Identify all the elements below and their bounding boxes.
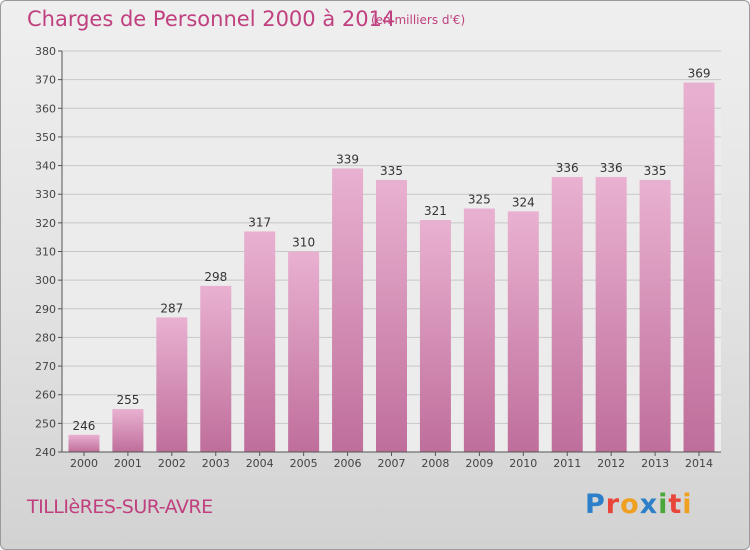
- x-tick-label: 2011: [553, 457, 581, 470]
- y-tick-label: 250: [35, 417, 56, 430]
- x-tick-label: 2008: [421, 457, 449, 470]
- y-tick-label: 290: [35, 303, 56, 316]
- x-tick-label: 2014: [685, 457, 713, 470]
- bar: [244, 231, 276, 452]
- y-tick-label: 310: [35, 246, 56, 259]
- bar-value-label: 310: [292, 236, 315, 250]
- y-tick-label: 300: [35, 274, 56, 287]
- bar-value-label: 287: [160, 301, 183, 315]
- x-tick-label: 2009: [465, 457, 493, 470]
- y-tick-label: 380: [35, 45, 56, 58]
- x-tick-label: 2013: [641, 457, 669, 470]
- bar: [639, 179, 671, 452]
- x-tick-label: 2010: [509, 457, 537, 470]
- x-tick-label: 2005: [290, 457, 318, 470]
- bar: [419, 219, 451, 452]
- bar-value-label: 336: [600, 161, 623, 175]
- x-tick-label: 2006: [334, 457, 362, 470]
- y-tick-label: 340: [35, 160, 56, 173]
- x-tick-label: 2000: [70, 457, 98, 470]
- bar-value-label: 369: [688, 67, 711, 81]
- logo-letter: t: [668, 489, 683, 520]
- y-tick-label: 240: [35, 446, 56, 459]
- x-tick-label: 2003: [202, 457, 230, 470]
- bar-value-label: 246: [73, 419, 96, 433]
- bar-value-label: 339: [336, 152, 359, 166]
- bar-value-label: 335: [644, 164, 667, 178]
- logo-letter: i: [658, 489, 669, 520]
- bars: 246 255 287 298 317 310 339 335 321 325 324 336 336 3…: [68, 67, 715, 452]
- bar-value-label: 317: [248, 215, 271, 229]
- bar-value-label: 298: [204, 270, 227, 284]
- y-tick-label: 360: [35, 102, 56, 115]
- logo-letter: P: [585, 489, 606, 520]
- x-tick-label: 2002: [158, 457, 186, 470]
- logo-letter: x: [639, 489, 659, 520]
- logo-letter: r: [605, 489, 621, 520]
- bar: [288, 251, 320, 452]
- bar: [507, 211, 539, 452]
- bar: [595, 177, 627, 452]
- axes: 240 250 260 270 280 290 300 310 320 330 340 350 360 3…: [35, 45, 721, 470]
- y-tick-label: 270: [35, 360, 56, 373]
- y-tick-label: 260: [35, 389, 56, 402]
- bar-value-label: 336: [556, 161, 579, 175]
- x-tick-label: 2001: [114, 457, 142, 470]
- bar-value-label: 324: [512, 195, 535, 209]
- commune-name: TILLIèRES-SUR-AVRE: [27, 496, 213, 518]
- bar-value-label: 321: [424, 204, 447, 218]
- bar: [332, 168, 364, 452]
- y-tick-label: 320: [35, 217, 56, 230]
- y-tick-label: 330: [35, 188, 56, 201]
- bar: [156, 317, 188, 452]
- y-tick-label: 370: [35, 74, 56, 87]
- logo-letter: o: [620, 489, 640, 520]
- x-tick-label: 2004: [246, 457, 274, 470]
- chart-unit: (en milliers d'€): [371, 13, 466, 27]
- logo-letter: i: [682, 489, 693, 520]
- x-tick-label: 2012: [597, 457, 625, 470]
- bar: [68, 434, 100, 452]
- bar: [200, 285, 232, 452]
- bar-value-label: 325: [468, 193, 491, 207]
- bar-value-label: 255: [116, 393, 139, 407]
- chart-title: Charges de Personnel 2000 à 2014: [27, 7, 396, 31]
- x-tick-label: 2007: [378, 457, 406, 470]
- y-tick-label: 350: [35, 131, 56, 144]
- bar: [683, 82, 715, 452]
- y-tick-label: 280: [35, 331, 56, 344]
- proxiti-logo: Proxiti: [585, 489, 693, 520]
- bar: [112, 409, 144, 452]
- bar: [551, 177, 583, 452]
- bar: [463, 208, 495, 452]
- bar: [376, 179, 407, 452]
- bar-value-label: 335: [380, 164, 403, 178]
